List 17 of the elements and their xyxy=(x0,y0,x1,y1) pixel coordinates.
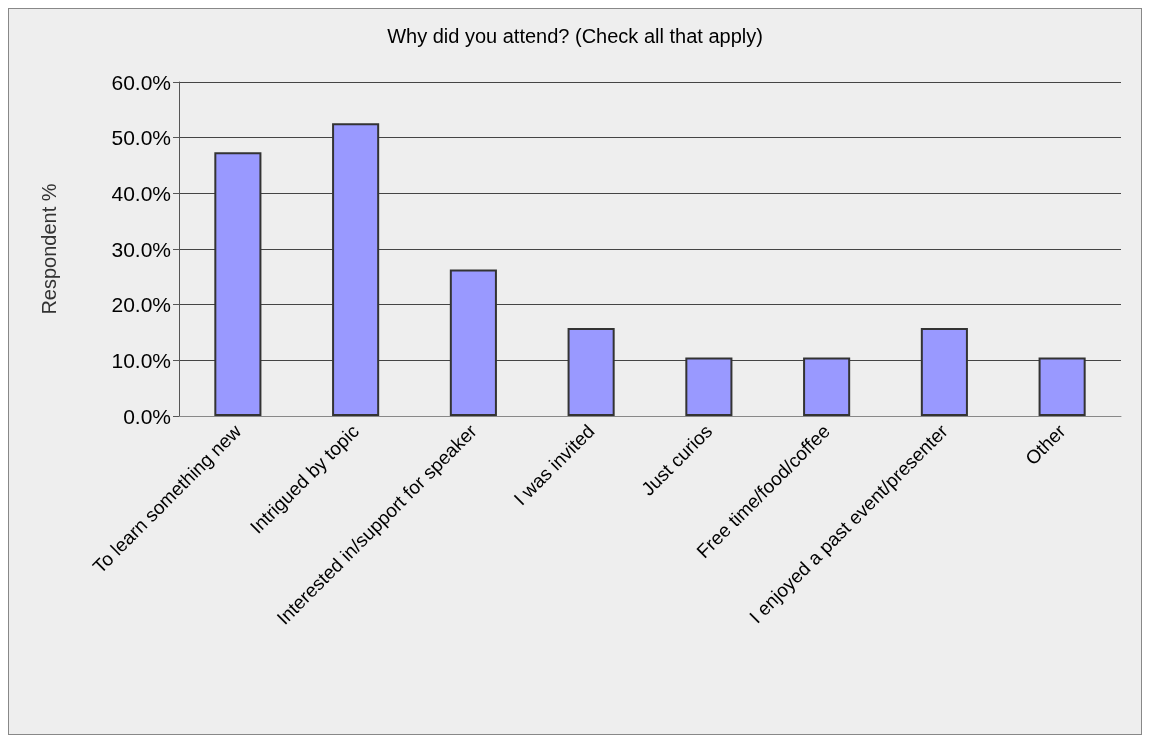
y-tick-label: 30.0% xyxy=(111,237,171,261)
bar xyxy=(214,152,262,416)
y-tick-label: 40.0% xyxy=(111,181,171,205)
y-tick-label: 10.0% xyxy=(111,348,171,372)
y-tick-label: 20.0% xyxy=(111,293,171,317)
bar xyxy=(685,357,733,416)
y-tick-label: 0.0% xyxy=(123,404,171,428)
y-tick-label: 50.0% xyxy=(111,126,171,150)
bar xyxy=(449,269,497,416)
y-tick-label: 60.0% xyxy=(111,70,171,94)
bar xyxy=(920,328,968,416)
bar xyxy=(332,123,380,416)
y-axis-title: Respondent % xyxy=(38,183,60,315)
chart-title: Why did you attend? (Check all that apply) xyxy=(387,25,763,47)
bar xyxy=(803,357,851,416)
bar xyxy=(1038,357,1086,416)
bar xyxy=(567,328,615,416)
